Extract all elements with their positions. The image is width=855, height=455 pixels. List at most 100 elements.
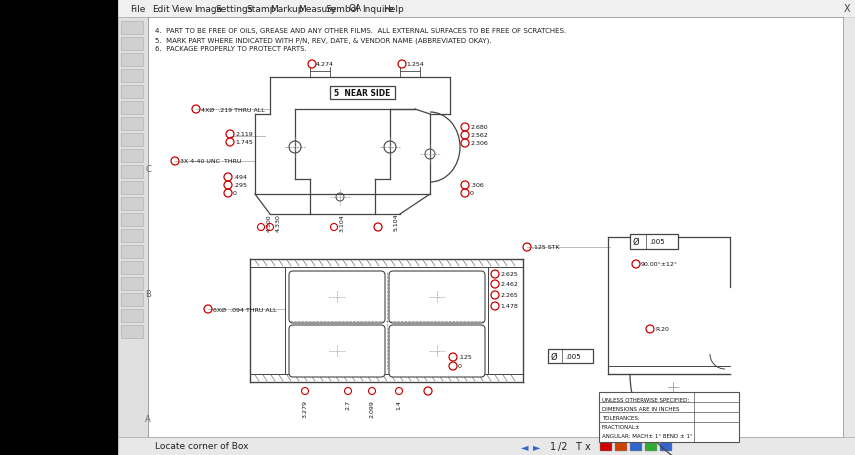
Text: 2.625: 2.625 — [500, 272, 518, 277]
Bar — [121, 166, 143, 179]
Text: Symbol: Symbol — [325, 5, 359, 14]
Text: 0: 0 — [470, 191, 474, 196]
Bar — [121, 229, 143, 243]
Text: DIMENSIONS ARE IN INCHES: DIMENSIONS ARE IN INCHES — [602, 406, 680, 411]
Text: 2.562: 2.562 — [470, 133, 487, 138]
Text: T: T — [575, 441, 581, 451]
Bar — [118, 437, 855, 455]
Text: Settings: Settings — [215, 5, 252, 14]
Bar — [118, 0, 855, 18]
Text: .005: .005 — [649, 238, 664, 244]
Bar — [121, 150, 143, 162]
Bar — [118, 0, 855, 455]
Text: 5.  MARK PART WHERE INDICATED WITH P/N, REV, DATE, & VENDOR NAME (ABBREVIATED OK: 5. MARK PART WHERE INDICATED WITH P/N, R… — [155, 37, 492, 43]
Bar — [121, 325, 143, 338]
FancyBboxPatch shape — [289, 271, 385, 324]
Text: ►: ► — [534, 441, 540, 451]
Bar — [0, 0, 118, 455]
Text: Markup: Markup — [270, 5, 304, 14]
Bar — [121, 86, 143, 99]
Bar — [630, 439, 642, 451]
Bar — [121, 118, 143, 131]
Text: 3.104: 3.104 — [339, 214, 345, 231]
Text: x: x — [585, 441, 591, 451]
Text: 2.306: 2.306 — [470, 141, 487, 146]
Text: UNLESS OTHERWISE SPECIFIED:: UNLESS OTHERWISE SPECIFIED: — [602, 397, 689, 402]
FancyBboxPatch shape — [389, 271, 485, 324]
Bar — [121, 293, 143, 306]
Text: FRACTIONAL±: FRACTIONAL± — [602, 424, 640, 429]
Bar — [599, 392, 739, 442]
Text: 1.745: 1.745 — [235, 140, 253, 145]
Text: 4.330: 4.330 — [275, 213, 280, 232]
Text: A: A — [145, 415, 150, 424]
Bar — [121, 38, 143, 51]
Text: 4XØ  .219 THRU ALL: 4XØ .219 THRU ALL — [201, 107, 265, 112]
Bar — [330, 87, 395, 100]
Text: .494: .494 — [233, 175, 247, 180]
Text: Image: Image — [194, 5, 222, 14]
Bar — [118, 18, 148, 437]
Bar — [645, 439, 657, 451]
Text: Stamp: Stamp — [246, 5, 275, 14]
Text: 6.  PACKAGE PROPERLY TO PROTECT PARTS.: 6. PACKAGE PROPERLY TO PROTECT PARTS. — [155, 46, 307, 52]
Text: R.20: R.20 — [655, 327, 669, 332]
Text: 4.  PART TO BE FREE OF OILS, GREASE AND ANY OTHER FILMS.  ALL EXTERNAL SURFACES : 4. PART TO BE FREE OF OILS, GREASE AND A… — [155, 28, 566, 34]
Text: .125: .125 — [458, 355, 472, 360]
Text: 2.7: 2.7 — [345, 399, 351, 409]
Text: View: View — [172, 5, 193, 14]
Text: 2.265: 2.265 — [500, 293, 518, 298]
Bar — [121, 278, 143, 290]
Text: 1: 1 — [550, 441, 556, 451]
Bar — [630, 234, 678, 249]
Bar — [121, 262, 143, 274]
Text: 90.00°±12°: 90.00°±12° — [641, 262, 678, 267]
Text: ◄: ◄ — [522, 441, 528, 451]
Bar — [121, 54, 143, 67]
Text: Measure: Measure — [298, 5, 336, 14]
Text: 0: 0 — [233, 191, 237, 196]
Bar — [121, 182, 143, 195]
Text: 3X 4-40 UNC  THRU: 3X 4-40 UNC THRU — [180, 159, 241, 164]
FancyBboxPatch shape — [389, 325, 485, 377]
Text: .306: .306 — [470, 183, 484, 188]
Text: Ø: Ø — [551, 352, 557, 361]
Bar — [548, 349, 593, 363]
Text: Locate corner of Box: Locate corner of Box — [155, 441, 249, 450]
Text: 2.099: 2.099 — [369, 399, 374, 417]
Text: .005: .005 — [565, 353, 581, 359]
Text: 4.500: 4.500 — [267, 214, 272, 231]
Bar — [121, 245, 143, 258]
Text: ANGULAR: MACH± 1° BEND ± 1°: ANGULAR: MACH± 1° BEND ± 1° — [602, 433, 693, 438]
Bar — [121, 197, 143, 211]
Text: File: File — [130, 5, 145, 14]
Text: .125 STK: .125 STK — [532, 245, 560, 250]
Text: 1.478: 1.478 — [500, 304, 518, 309]
Text: 1.4: 1.4 — [397, 399, 402, 409]
Text: 2.462: 2.462 — [500, 282, 518, 287]
Bar — [121, 213, 143, 227]
Text: Edit: Edit — [152, 5, 169, 14]
Text: 6XØ  .094 THRU ALL: 6XØ .094 THRU ALL — [213, 307, 277, 312]
Bar — [148, 18, 843, 437]
Bar — [121, 70, 143, 83]
Bar — [121, 134, 143, 147]
Text: 2.680: 2.680 — [470, 125, 487, 130]
Text: C: C — [145, 165, 151, 174]
Text: Ø: Ø — [633, 237, 640, 246]
Text: 1.254: 1.254 — [406, 62, 424, 67]
Bar — [660, 439, 672, 451]
Text: .295: .295 — [233, 183, 247, 188]
Bar — [121, 22, 143, 35]
Text: Inquire: Inquire — [362, 5, 393, 14]
Text: Help: Help — [383, 5, 404, 14]
Bar — [615, 439, 627, 451]
Text: X: X — [844, 4, 851, 14]
Text: 5.104: 5.104 — [393, 213, 398, 230]
FancyBboxPatch shape — [289, 325, 385, 377]
Text: QA: QA — [348, 5, 361, 14]
Text: 0: 0 — [458, 364, 462, 369]
Text: TOLERANCES:: TOLERANCES: — [602, 415, 640, 420]
Bar — [121, 309, 143, 322]
Text: 4.274: 4.274 — [316, 62, 334, 67]
